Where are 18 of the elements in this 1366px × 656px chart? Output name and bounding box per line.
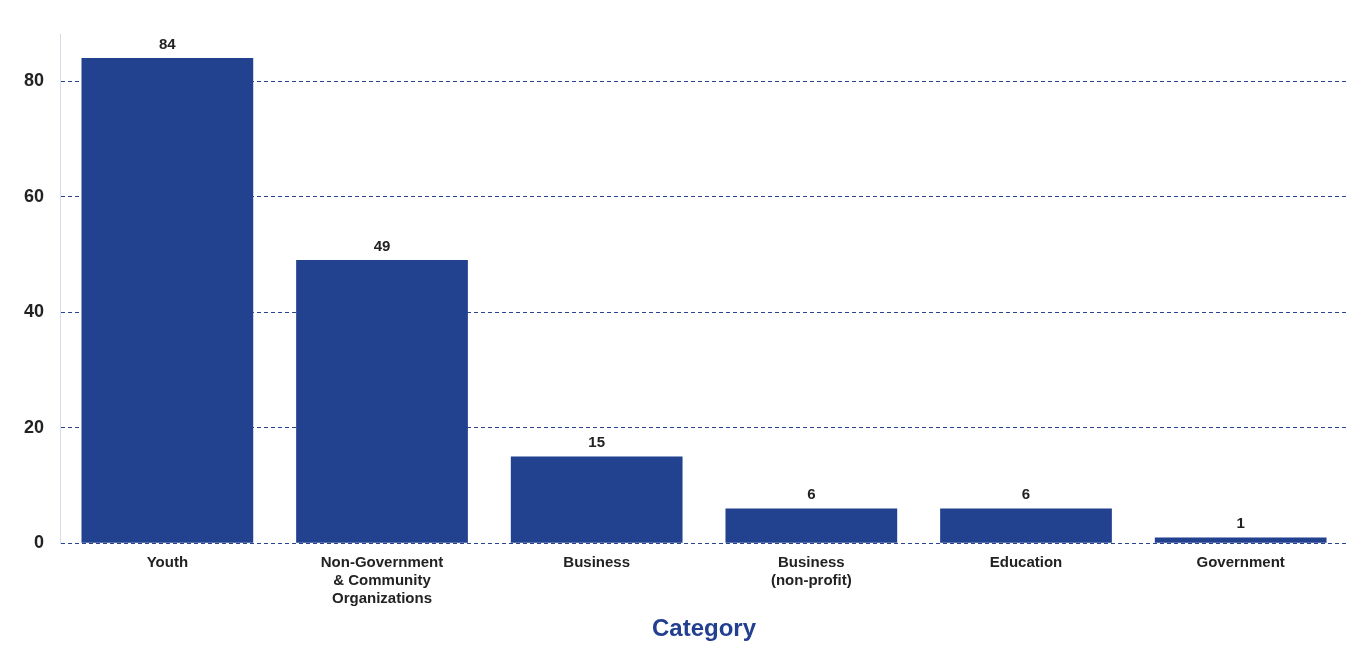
x-tick-label: Business [563,553,631,571]
y-tick-label: 0 [34,532,45,553]
data-label: 6 [807,485,816,503]
x-tick-label: Non-Government & Community Organizations [320,553,444,607]
data-label: 49 [373,236,391,254]
y-tick-label: 40 [23,301,45,322]
x-tick-label: Government [1196,553,1285,571]
x-tick-label: Business (non-profit) [770,553,852,589]
data-label: 6 [1021,485,1031,503]
y-tick-label: 60 [23,185,45,206]
y-tick-label: 80 [23,69,45,90]
x-axis-title: Category [652,614,757,642]
data-label: 84 [159,34,177,52]
y-tick-label: 20 [23,416,45,437]
x-tick-label: Education [989,553,1063,571]
x-tick-label: Youth [146,553,189,571]
data-label: 1 [1236,514,1245,532]
data-label: 15 [588,433,606,451]
